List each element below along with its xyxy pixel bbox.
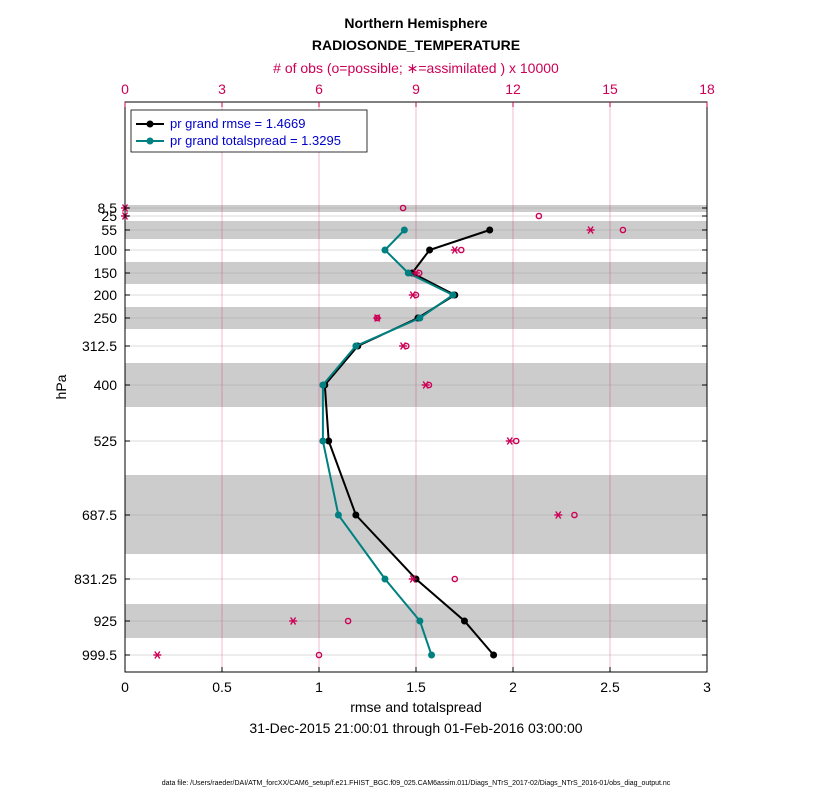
obs-possible-11 — [451, 575, 459, 583]
series-1-point-2 — [404, 269, 412, 277]
series-0-point-10 — [461, 617, 468, 625]
x-axis-label: rmse and totalspread — [350, 699, 482, 715]
x-tick-label-5: 2.5 — [600, 679, 620, 695]
obs-possible-12 — [344, 617, 352, 625]
obs-possible-13 — [315, 651, 323, 659]
obs-assimilated-2 — [586, 226, 595, 234]
obs-assimilated-4 — [412, 269, 420, 277]
obs-assimilated-3 — [450, 246, 459, 254]
series-1-point-1 — [381, 246, 389, 254]
series-0-point-8 — [352, 511, 360, 519]
series-1-point-4 — [416, 314, 424, 322]
series-0-point-0 — [486, 226, 494, 234]
y-tick-label-0: 8.5 — [98, 200, 118, 216]
legend-spread-marker — [146, 137, 154, 145]
y-tick-label-4: 150 — [94, 265, 118, 281]
obs-possible-2 — [619, 226, 627, 234]
y-tick-label-1: 25 — [101, 208, 117, 224]
series-1-point-6 — [319, 381, 327, 389]
y-tick-label-9: 525 — [94, 433, 118, 449]
x-tick-label-0: 0 — [121, 679, 129, 695]
series-1-point-10 — [416, 617, 424, 625]
series-1-point-8 — [334, 511, 342, 519]
legend: pr grand rmse = 1.4669 pr grand totalspr… — [130, 109, 368, 153]
top-tick-label-5: 15 — [602, 81, 618, 97]
y-tick-label-5: 200 — [94, 287, 118, 303]
y-tick-label-13: 999.5 — [82, 647, 117, 663]
obs-assimilated-8 — [421, 381, 430, 389]
legend-spread-label: pr grand totalspread = 1.3295 — [170, 133, 341, 148]
series-1-point-9 — [381, 575, 389, 583]
legend-rmse-label: pr grand rmse = 1.4669 — [170, 116, 306, 131]
obs-possible-0 — [399, 204, 407, 212]
top-tick-label-3: 9 — [412, 81, 420, 97]
y-tick-label-3: 100 — [94, 242, 118, 258]
x-tick-label-2: 1 — [315, 679, 323, 695]
y-tick-label-7: 312.5 — [82, 338, 117, 354]
series-line-0 — [323, 229, 495, 656]
x-tick-label-3: 1.5 — [406, 679, 426, 695]
x-tick-label-4: 2 — [509, 679, 517, 695]
obs-assimilated-10 — [554, 511, 563, 519]
top-tick-label-2: 6 — [315, 81, 323, 97]
obs-assimilated-9 — [505, 437, 514, 445]
y-tick-label-10: 687.5 — [82, 507, 117, 523]
obs-assimilated-7 — [399, 342, 408, 350]
obs-assimilated-6 — [373, 314, 382, 322]
series-layer — [319, 226, 498, 659]
y-tick-label-6: 250 — [94, 310, 118, 326]
y-tick-label-2: 55 — [101, 222, 117, 238]
series-1-point-3 — [449, 291, 457, 299]
series-1-point-0 — [400, 226, 408, 234]
obs-assimilated-5 — [408, 291, 417, 299]
obs-assimilated-12 — [289, 617, 298, 625]
top-tick-label-4: 12 — [505, 81, 521, 97]
chart-subtitle: RADIOSONDE_TEMPERATURE — [312, 37, 520, 53]
x-tick-label-6: 3 — [703, 679, 711, 695]
date-range: 31-Dec-2015 21:00:01 through 01-Feb-2016… — [249, 720, 582, 736]
series-0-point-11 — [490, 651, 498, 659]
series-1-point-5 — [352, 342, 360, 350]
obs-assimilated-13 — [153, 651, 162, 659]
series-1-point-7 — [319, 437, 327, 445]
chart-title: Northern Hemisphere — [344, 15, 487, 31]
obs-markers — [121, 204, 627, 659]
top-axis-label: # of obs (o=possible; ∗=assimilated ) x … — [273, 60, 559, 76]
legend-box — [130, 109, 368, 153]
top-tick-label-1: 3 — [218, 81, 226, 97]
y-tick-label-12: 925 — [94, 613, 118, 629]
y-tick-label-11: 831.25 — [74, 571, 117, 587]
x-tick-label-1: 0.5 — [212, 679, 232, 695]
series-1-point-11 — [428, 651, 436, 659]
obs-possible-1 — [535, 212, 543, 220]
y-tick-label-8: 400 — [94, 377, 118, 393]
series-line-1 — [321, 229, 455, 656]
y-axis-label: hPa — [53, 374, 69, 399]
obs-assimilated-11 — [408, 575, 417, 583]
data-file-path: data file: /Users/raeder/DAI/ATM_forcXX/… — [162, 780, 671, 787]
top-tick-label-6: 18 — [699, 81, 715, 97]
legend-rmse-marker — [146, 120, 154, 128]
series-0-point-7 — [325, 437, 333, 445]
top-tick-label-0: 0 — [121, 81, 129, 97]
series-0-point-1 — [426, 246, 434, 254]
obs-possible-10 — [571, 511, 578, 519]
